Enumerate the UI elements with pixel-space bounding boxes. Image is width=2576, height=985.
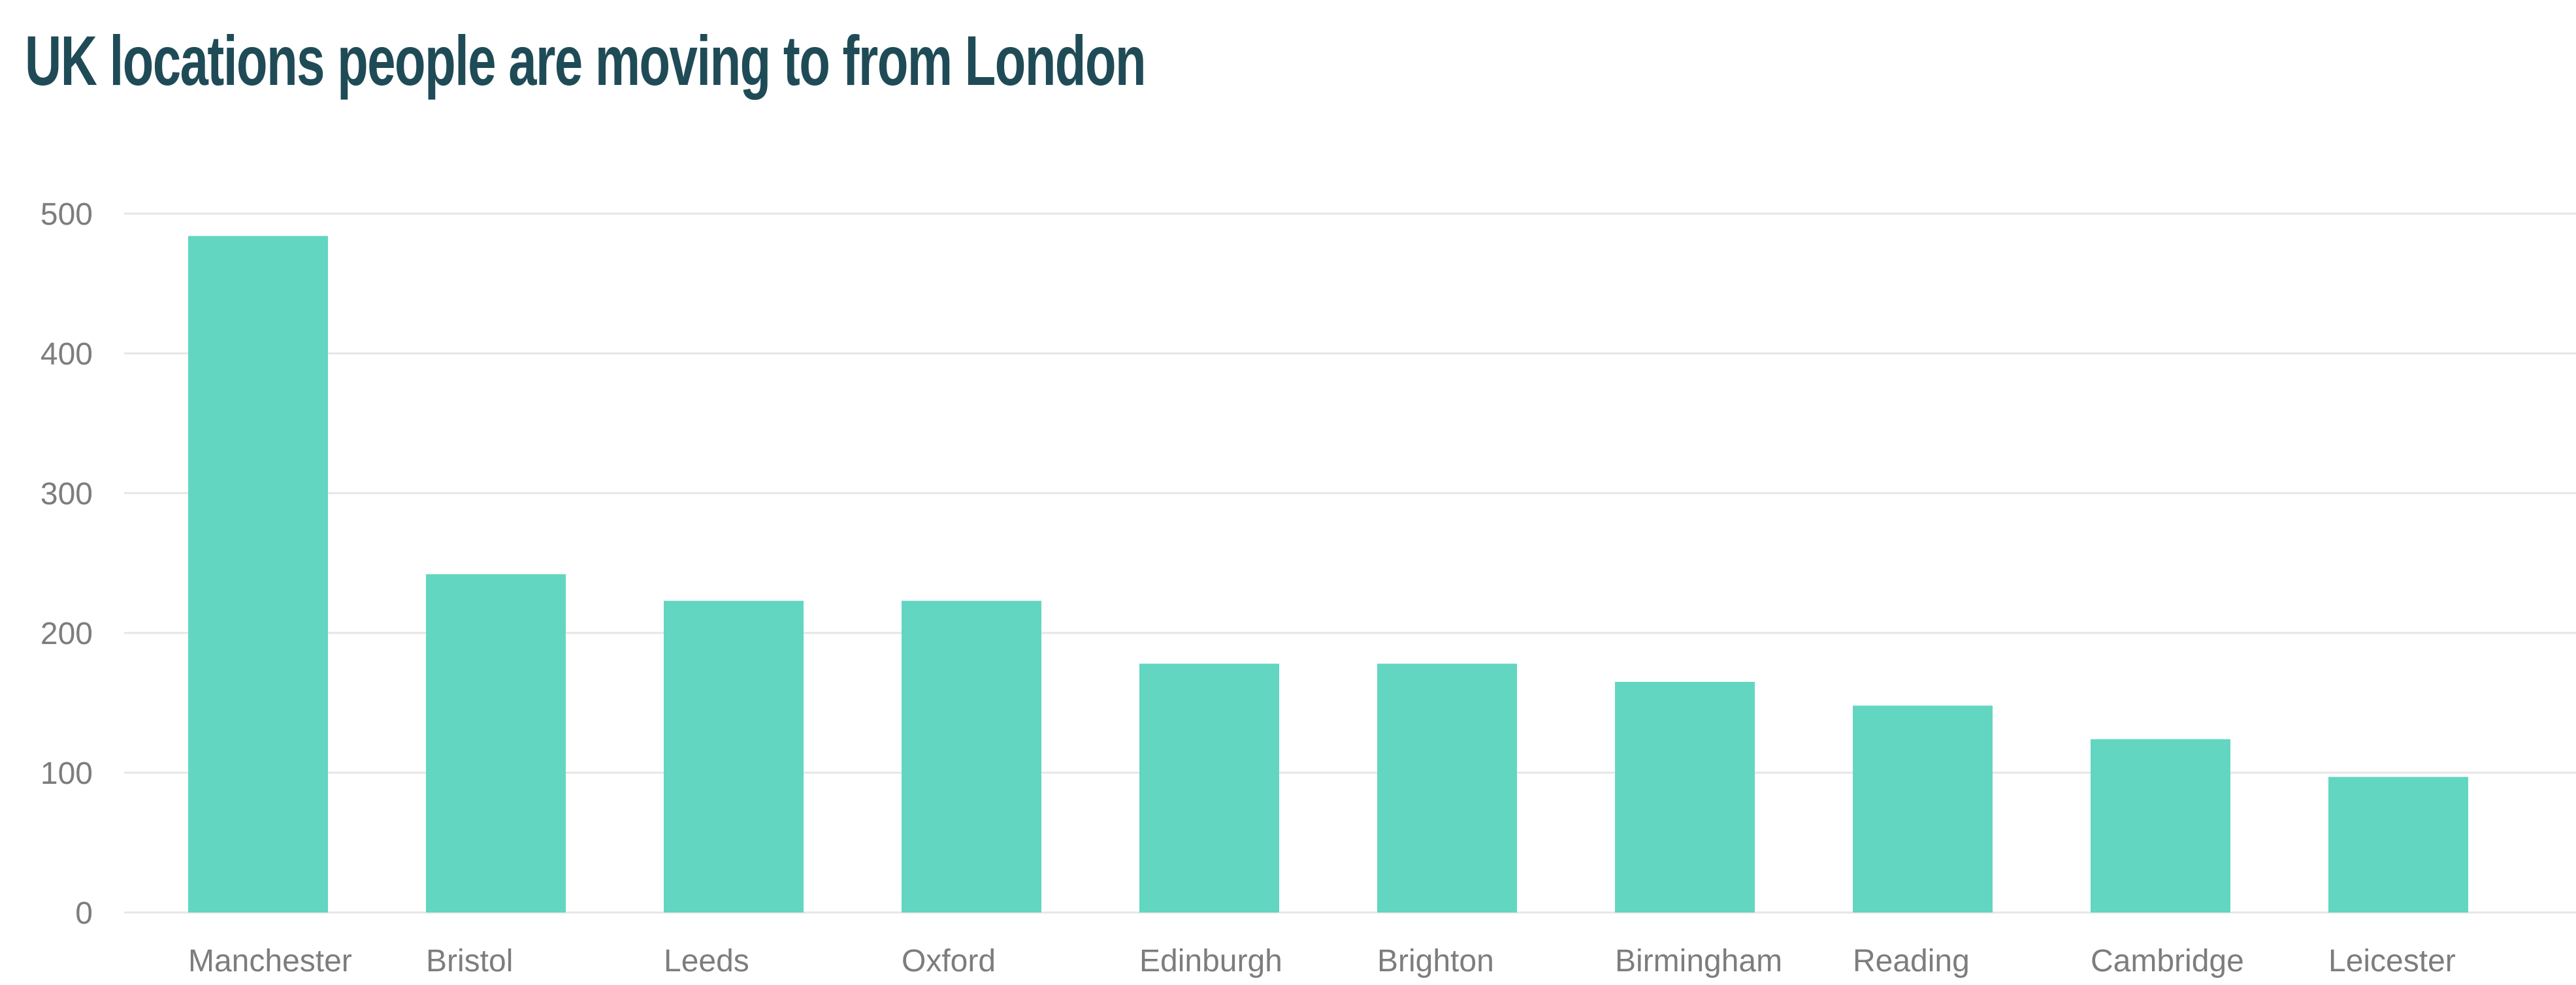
bar-birmingham — [1615, 681, 1755, 912]
x-tick-label: Leeds — [664, 944, 749, 978]
bar-oxford — [902, 600, 1041, 912]
x-tick-label: Reading — [1853, 944, 1970, 978]
y-tick-label: 100 — [41, 756, 93, 791]
x-tick-label: Birmingham — [1615, 944, 1782, 978]
x-tick-label: Manchester — [188, 944, 352, 978]
x-tick-label: Leicester — [2328, 944, 2456, 978]
y-tick-label: 0 — [75, 896, 93, 931]
x-tick-label: Oxford — [902, 944, 996, 978]
x-tick-label: Cambridge — [2091, 944, 2244, 978]
bar-manchester — [188, 236, 328, 912]
bar-reading — [1853, 705, 1993, 912]
bar-edinburgh — [1139, 664, 1279, 912]
chart-title: UK locations people are moving to from L… — [25, 21, 1147, 100]
bars — [188, 236, 2468, 912]
y-tick-label: 400 — [41, 337, 93, 372]
bar-cambridge — [2091, 739, 2230, 912]
bar-bristol — [426, 574, 566, 912]
y-tick-label: 500 — [41, 197, 93, 232]
x-tick-label: Edinburgh — [1139, 944, 1282, 978]
bar-brighton — [1377, 664, 1517, 912]
y-tick-label: 300 — [41, 477, 93, 511]
bar-leicester — [2328, 777, 2468, 912]
x-tick-label: Brighton — [1377, 944, 1494, 978]
y-axis-ticks: 0 100 200 300 400 500 — [41, 197, 93, 931]
bar-leeds — [664, 600, 804, 912]
x-axis-ticks: Manchester Bristol Leeds Oxford Edinburgh Bri… — [188, 944, 2456, 978]
x-tick-label: Bristol — [426, 944, 513, 978]
y-tick-label: 200 — [41, 617, 93, 651]
